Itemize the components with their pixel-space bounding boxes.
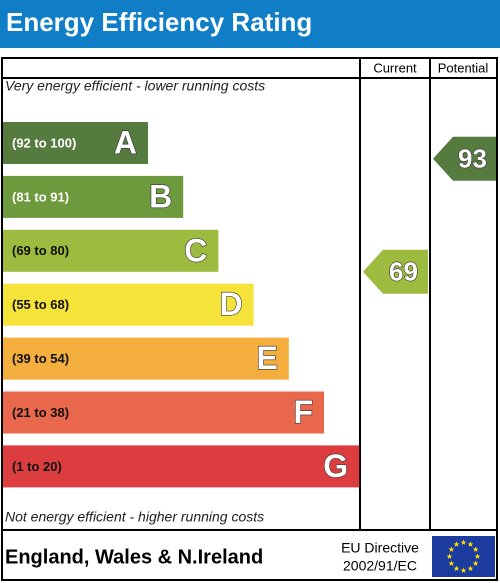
band-range: (81 to 91) <box>12 189 69 204</box>
flag-star <box>472 546 479 552</box>
band-range: (92 to 100) <box>12 135 76 150</box>
band <box>3 445 360 488</box>
rating-value: 69 <box>389 257 418 287</box>
band <box>3 122 148 164</box>
band-range: (55 to 68) <box>12 297 69 312</box>
flag-star <box>472 560 479 566</box>
directive: 2002/91/EC <box>343 558 417 574</box>
rating-value: 93 <box>458 144 487 174</box>
band-letter: B <box>149 178 172 214</box>
column-header: Potential <box>438 60 489 75</box>
flag-star <box>446 553 453 559</box>
band-letter: A <box>114 124 137 160</box>
band <box>3 175 184 218</box>
rating-arrow <box>363 249 428 294</box>
flag-star <box>474 553 481 559</box>
title-bar <box>0 0 500 48</box>
flag-star <box>467 565 474 572</box>
band-letter: C <box>184 232 207 268</box>
band <box>3 337 289 380</box>
frame <box>1 57 498 581</box>
band <box>3 391 324 434</box>
band <box>3 229 219 272</box>
flag-star <box>448 560 455 566</box>
chart-title: Energy Efficiency Rating <box>6 7 312 37</box>
band-letter: D <box>219 286 242 322</box>
region: England, Wales & N.Ireland <box>5 546 263 568</box>
rating-arrow <box>433 136 496 181</box>
flag-star <box>448 546 455 552</box>
flag-star <box>453 565 460 572</box>
flag-star <box>460 567 467 573</box>
band-range: (21 to 38) <box>12 405 69 420</box>
column-header: Current <box>373 60 417 75</box>
band <box>3 283 254 326</box>
flag-star <box>453 541 460 547</box>
band-letter: F <box>293 394 313 430</box>
directive: EU Directive <box>341 540 419 556</box>
flag-star <box>467 541 474 547</box>
band-letter: G <box>323 448 348 484</box>
flag-star <box>460 539 467 545</box>
band-range: (1 to 20) <box>12 459 62 474</box>
band-range: (69 to 80) <box>12 243 69 258</box>
band-range: (39 to 54) <box>12 351 69 366</box>
top-note: Very energy efficient - lower running co… <box>5 78 265 94</box>
band-letter: E <box>256 340 277 376</box>
eu-flag <box>432 536 495 577</box>
bottom-note: Not energy efficient - higher running co… <box>5 509 264 525</box>
